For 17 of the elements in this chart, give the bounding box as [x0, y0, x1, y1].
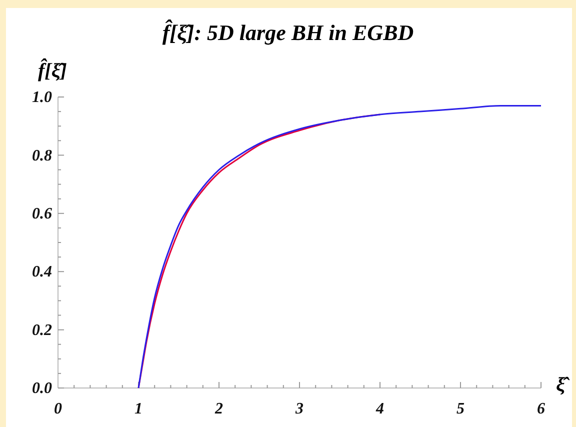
- x-tick-label: 3: [294, 400, 304, 418]
- y-tick-label: 1.0: [32, 89, 52, 106]
- y-tick-label: 0.6: [32, 206, 52, 223]
- y-axis-title: f̂[ξ̂]: [38, 58, 68, 82]
- y-tick-label: 0.4: [32, 264, 52, 281]
- x-tick-label: 4: [375, 400, 384, 418]
- x-tick-label: 0: [54, 400, 62, 418]
- line-series: [138, 104, 542, 389]
- chart-title: f̂[ξ̂]: 5D large BH in EGBD: [162, 19, 414, 45]
- y-tick-label: 0.2: [32, 322, 52, 339]
- x-tick-label: 2: [214, 400, 223, 418]
- y-tick-label: 0.0: [32, 380, 52, 398]
- x-axis-title: ξ̂: [556, 374, 570, 396]
- x-tick-label: 5: [456, 400, 464, 418]
- x-tick-label: 1: [134, 400, 142, 418]
- x-tick-label: 6: [537, 400, 545, 418]
- y-tick-label: 0.8: [32, 147, 52, 164]
